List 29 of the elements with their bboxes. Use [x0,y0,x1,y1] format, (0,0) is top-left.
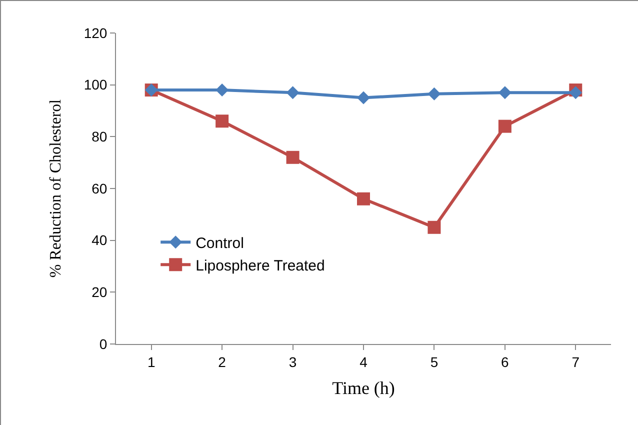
point [286,150,300,164]
x-tick-label: 7 [572,354,580,370]
y-tick-label: 100 [84,76,108,93]
point [428,220,441,234]
x-tick-label: 4 [360,354,368,370]
x-axis-title: Time (h) [332,378,395,398]
y-tick-label: 60 [92,180,108,196]
x-tick-label: 2 [218,354,226,370]
point [357,192,370,206]
point [357,91,370,104]
x-tick-label: 1 [147,354,156,370]
y-tick-label: 0 [99,336,108,352]
y-axis-title: % Reduction of Cholesterol [48,98,65,278]
point [498,86,512,100]
point [216,84,229,97]
y-tick-label: 20 [92,284,108,300]
point [286,86,300,100]
point [498,120,512,133]
legend-label: Liposphere Treated [196,257,325,274]
point [569,86,582,100]
x-tick-label: 3 [288,354,297,370]
point [428,87,441,100]
y-tick-label: 40 [92,232,108,248]
x-tick-label: 5 [430,354,438,370]
legend-label: Control [196,234,244,252]
y-tick-label: 80 [92,128,108,145]
y-tick-label: 120 [84,24,108,41]
point [216,114,229,128]
x-tick-label: 6 [501,354,510,370]
